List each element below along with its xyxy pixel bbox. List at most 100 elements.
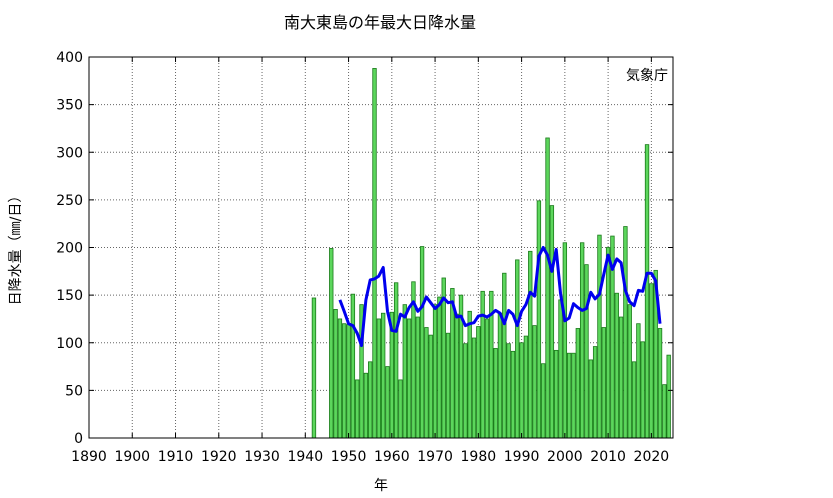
- bar: [493, 348, 498, 439]
- x-tick-label: 1970: [417, 449, 453, 465]
- bar: [662, 384, 667, 439]
- bar: [355, 379, 360, 439]
- y-tick-label: 250: [56, 193, 83, 209]
- bar: [666, 354, 671, 439]
- bar: [363, 372, 369, 439]
- bar: [471, 337, 477, 439]
- bar: [445, 332, 451, 439]
- bar: [549, 205, 555, 439]
- bar: [476, 326, 481, 439]
- bar: [627, 304, 632, 439]
- bar: [424, 327, 429, 439]
- bar: [631, 361, 637, 439]
- bar: [402, 304, 407, 439]
- bar: [562, 242, 568, 439]
- bar: [579, 242, 585, 439]
- y-tick-label: 300: [56, 145, 83, 161]
- bar: [523, 335, 529, 439]
- y-tick-label: 400: [56, 50, 83, 66]
- x-tick-label: 1890: [71, 449, 107, 465]
- bar: [618, 316, 624, 439]
- x-tick-label: 2000: [547, 449, 583, 465]
- bar: [588, 359, 593, 439]
- moving-average-line: [338, 246, 662, 348]
- bar: [554, 349, 559, 439]
- bar: [484, 318, 490, 439]
- bar: [406, 318, 412, 439]
- bar: [342, 323, 347, 439]
- bar: [623, 226, 628, 439]
- bar: [398, 379, 403, 439]
- bar: [368, 361, 373, 439]
- bar: [393, 282, 399, 439]
- bar: [428, 334, 433, 439]
- bar: [350, 293, 356, 439]
- bar: [437, 296, 442, 439]
- bar-series: [311, 68, 671, 439]
- bar: [346, 324, 351, 439]
- bar: [601, 327, 606, 439]
- bar: [415, 316, 420, 439]
- bar: [597, 234, 602, 439]
- y-tick-label: 50: [65, 383, 83, 399]
- bar: [463, 343, 468, 439]
- bar: [605, 247, 611, 439]
- x-axis-label: 年: [374, 478, 388, 494]
- bar: [614, 292, 619, 439]
- bar: [584, 264, 589, 439]
- bar: [541, 363, 546, 439]
- y-tick-label: 200: [56, 241, 83, 257]
- bar: [649, 283, 654, 439]
- x-axis-ticks: 1890 1900 1910 1920 1930 1940 1950 1960 1970 1980…: [71, 57, 669, 465]
- bar: [532, 325, 537, 439]
- bar: [640, 341, 645, 439]
- x-tick-label: 1910: [158, 449, 194, 465]
- bar: [333, 309, 338, 439]
- bar: [545, 137, 550, 439]
- y-tick-label: 150: [56, 288, 83, 304]
- x-tick-label: 2010: [590, 449, 626, 465]
- x-tick-label: 1990: [504, 449, 540, 465]
- x-tick-label: 1940: [287, 449, 323, 465]
- y-tick-label: 350: [56, 98, 83, 114]
- bar: [567, 352, 572, 439]
- y-tick-label: 0: [74, 431, 83, 447]
- x-tick-label: 1950: [331, 449, 367, 465]
- line-series: [338, 246, 662, 348]
- x-tick-label: 1930: [244, 449, 280, 465]
- bar: [385, 366, 390, 439]
- bar: [372, 68, 377, 439]
- y-axis-ticks: 0 50 100 150 200 250 300 350 400: [56, 50, 673, 447]
- bar: [311, 297, 317, 439]
- x-tick-label: 1900: [114, 449, 150, 465]
- bar: [657, 328, 663, 439]
- bar: [329, 248, 334, 439]
- bar: [454, 313, 459, 439]
- chart-title: 南大東島の年最大日降水量: [284, 13, 476, 32]
- bar: [376, 318, 382, 439]
- bar: [519, 342, 524, 439]
- bar: [571, 352, 576, 439]
- bar: [467, 310, 472, 439]
- credit-label: 気象庁: [626, 68, 668, 84]
- bar: [502, 272, 507, 439]
- bar: [575, 328, 581, 439]
- x-tick-label: 2020: [634, 449, 670, 465]
- y-tick-label: 100: [56, 336, 83, 352]
- bar: [644, 144, 650, 439]
- bar: [510, 350, 516, 439]
- bar: [432, 304, 438, 439]
- bar: [528, 250, 533, 439]
- bar: [506, 343, 511, 439]
- y-axis-label: 日降水量（㎜/日）: [8, 189, 24, 306]
- bar: [592, 346, 598, 439]
- bar: [380, 312, 386, 439]
- bar: [515, 259, 520, 439]
- x-tick-label: 1920: [201, 449, 237, 465]
- bar: [558, 299, 563, 439]
- bar: [497, 312, 503, 439]
- bar: [536, 200, 542, 439]
- bar: [419, 246, 425, 439]
- bar: [636, 323, 641, 439]
